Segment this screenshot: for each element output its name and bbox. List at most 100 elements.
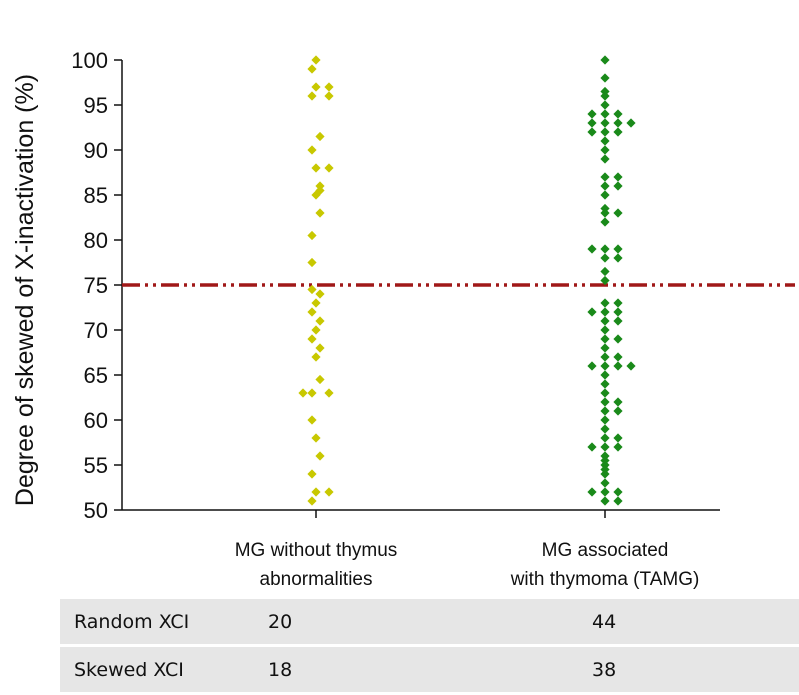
data-point (311, 352, 321, 362)
data-point (613, 496, 623, 506)
data-point (600, 370, 610, 380)
table-row-skewed: Skewed XCI 18 38 (60, 647, 799, 692)
data-point (600, 100, 610, 110)
table-row-random: Random XCI 20 44 (60, 599, 799, 644)
row-value-group2: 38 (592, 658, 617, 681)
scatter-chart: 50 55 60 65 70 75 80 85 90 95 100 MG without thymu… (11, 48, 795, 590)
data-point (600, 275, 610, 286)
data-point (307, 334, 317, 344)
data-point (587, 442, 597, 452)
data-point (613, 244, 623, 254)
data-point (311, 325, 321, 335)
y-axis-title: Degree of skewed of X-inactivation (%) (11, 74, 39, 506)
data-point (315, 451, 325, 461)
data-point (307, 257, 317, 268)
x-category-label: with thymoma (TAMG) (510, 569, 700, 590)
row-value-group2: 44 (592, 610, 617, 633)
data-point (311, 487, 321, 497)
row-label: Random XCI (74, 610, 190, 633)
data-point (600, 118, 610, 128)
data-point (600, 190, 610, 200)
data-point (613, 253, 623, 263)
data-point (600, 244, 610, 254)
data-point (613, 181, 623, 191)
data-point (600, 397, 610, 407)
y-axis: 50 55 60 65 70 75 80 85 90 95 100 (71, 48, 123, 523)
data-point (587, 487, 597, 497)
row-label: Skewed XCI (74, 658, 184, 681)
data-point (315, 316, 325, 326)
data-point (600, 334, 610, 344)
data-point (613, 352, 623, 362)
y-tick-label: 65 (84, 363, 108, 388)
data-point (600, 487, 610, 497)
data-point (587, 127, 597, 137)
data-point (600, 298, 610, 308)
data-point (311, 433, 321, 443)
data-point (600, 217, 610, 227)
data-point (315, 343, 325, 353)
data-point (311, 55, 321, 65)
data-point (600, 91, 610, 101)
data-point (613, 406, 623, 416)
data-point (307, 91, 317, 101)
data-point (324, 388, 334, 398)
data-point (613, 208, 623, 218)
data-point (600, 424, 610, 434)
data-point (307, 230, 317, 241)
data-point (600, 496, 610, 506)
data-point (600, 433, 610, 443)
data-point (600, 442, 610, 452)
data-point (600, 154, 610, 164)
data-point (324, 82, 334, 92)
data-point (600, 181, 610, 191)
data-point (307, 64, 317, 74)
data-point (587, 109, 597, 119)
data-point (600, 208, 610, 218)
y-tick-label: 70 (84, 318, 108, 343)
data-point (600, 478, 610, 488)
y-tick-label: 85 (84, 183, 108, 208)
category-labels: MG without thymus abnormalities MG associa… (235, 540, 700, 590)
y-tick-label: 50 (84, 498, 108, 523)
data-point (307, 415, 317, 425)
data-point (307, 284, 317, 295)
y-tick-label: 80 (84, 228, 108, 253)
data-point (600, 307, 610, 317)
data-point (600, 253, 610, 263)
x-category-label: MG associated (542, 540, 669, 561)
data-point (307, 496, 317, 506)
data-point (587, 361, 597, 371)
data-point (311, 298, 321, 308)
y-tick-label: 60 (84, 408, 108, 433)
data-point (600, 55, 610, 65)
y-tick-label: 95 (84, 93, 108, 118)
data-point (600, 388, 610, 398)
data-point (600, 73, 610, 83)
data-point (613, 316, 623, 326)
data-point (315, 289, 325, 299)
data-point (311, 82, 321, 92)
data-point (613, 442, 623, 452)
data-point (613, 298, 623, 308)
data-point (600, 415, 610, 425)
row-value-group1: 20 (268, 610, 293, 633)
data-point (613, 487, 623, 497)
data-point (613, 334, 623, 344)
data-point (600, 352, 610, 362)
data-point (613, 397, 623, 407)
data-point (311, 190, 321, 200)
data-point (307, 307, 317, 317)
x-category-label: abnormalities (260, 569, 373, 590)
data-point (613, 433, 623, 443)
data-point (613, 118, 623, 128)
data-point (315, 131, 325, 142)
data-point (324, 163, 334, 173)
data-point (613, 307, 623, 317)
y-tick-label: 100 (71, 48, 108, 73)
data-point (307, 145, 317, 155)
data-point (600, 379, 610, 389)
data-point (626, 118, 636, 128)
data-point (600, 325, 610, 335)
y-tick-label: 55 (84, 453, 108, 478)
